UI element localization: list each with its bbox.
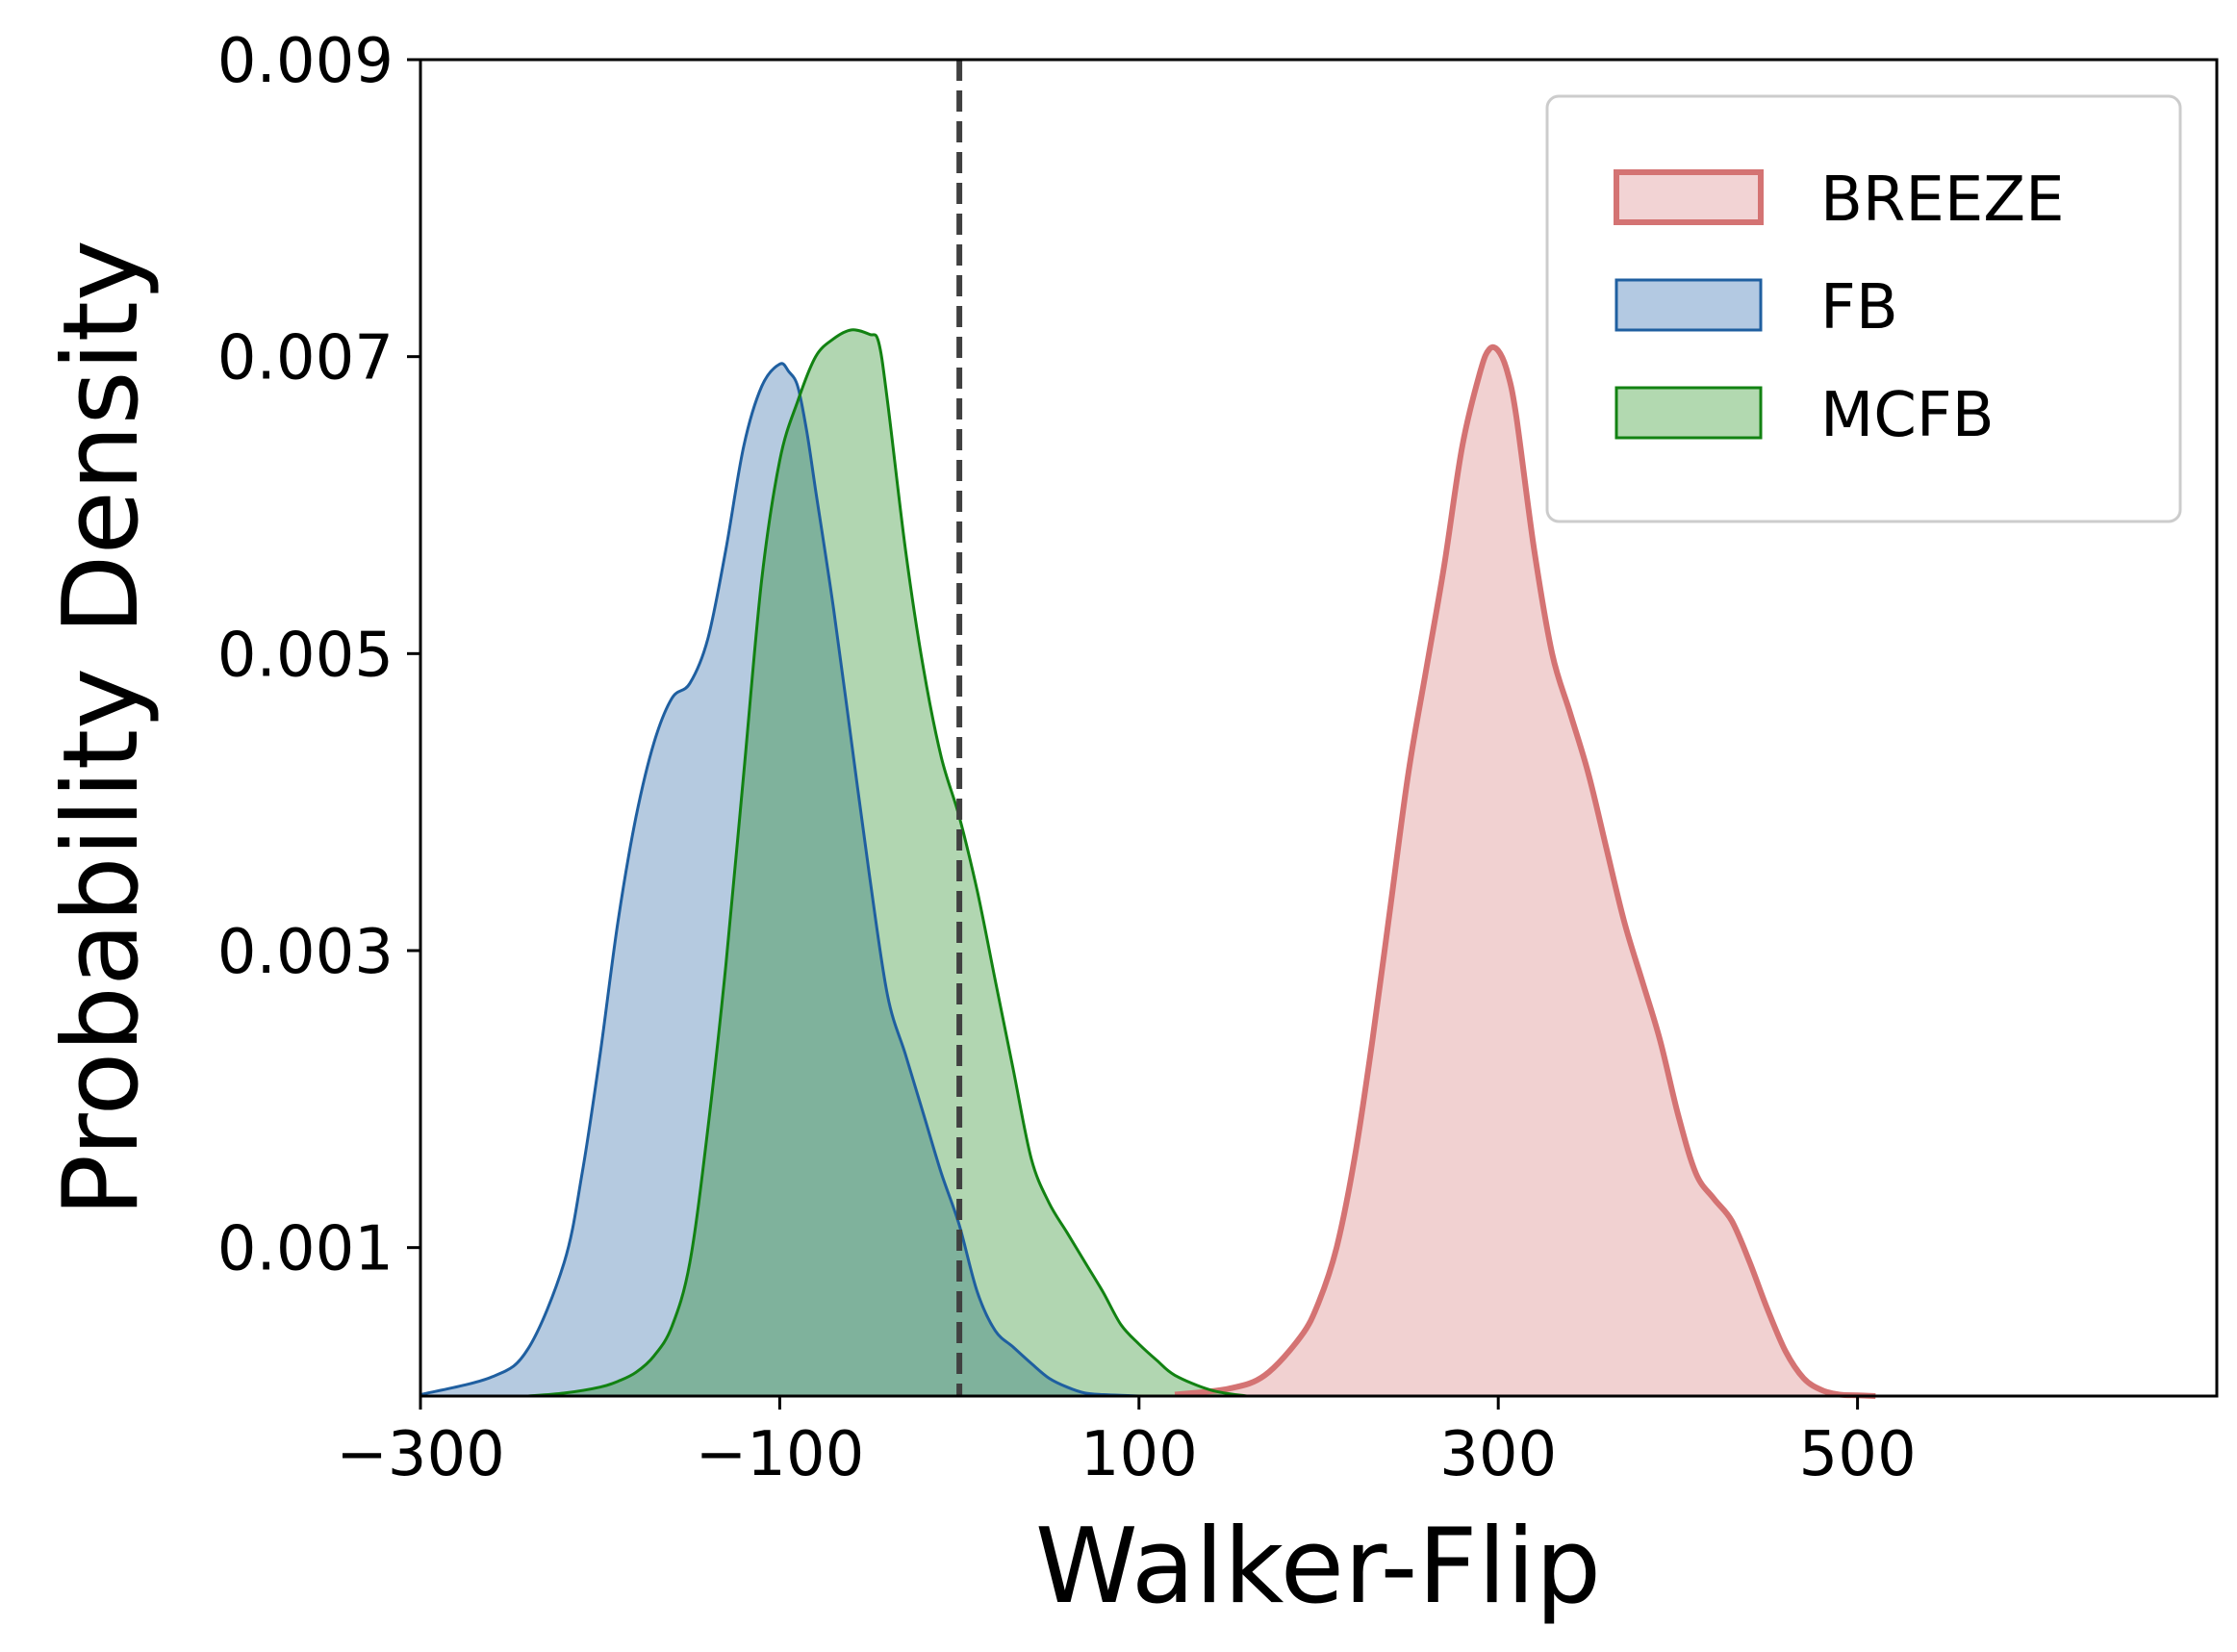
fb-line — [419, 362, 1139, 1398]
fb-area — [420, 363, 1139, 1396]
x-axis: −300 −100 100 300 500 — [336, 1396, 1917, 1490]
legend-swatch-breeze — [1614, 169, 1764, 225]
y-tick-label: 0.003 — [217, 917, 394, 988]
mcfb-line — [527, 328, 1248, 1398]
y-axis: 0.001 0.003 0.005 0.007 0.009 — [217, 26, 420, 1285]
legend-swatch-fb — [1614, 278, 1763, 332]
y-tick-label: 0.001 — [217, 1214, 394, 1285]
legend: BREEZE FB MCFB — [1545, 94, 2182, 523]
x-tick-label: −300 — [336, 1419, 505, 1490]
x-tick-label: 500 — [1799, 1419, 1917, 1490]
legend-label-mcfb: MCFB — [1820, 380, 1995, 451]
x-tick-label: −100 — [696, 1419, 865, 1490]
legend-label-fb: FB — [1820, 272, 1898, 343]
legend-label-breeze: BREEZE — [1820, 165, 2065, 236]
breeze-line — [1174, 343, 1876, 1399]
breeze-area — [1175, 346, 1876, 1397]
x-tick-label: 100 — [1080, 1419, 1198, 1490]
y-tick-label: 0.007 — [217, 323, 394, 394]
x-tick-label: 300 — [1439, 1419, 1557, 1490]
y-axis-title: Probability Density — [41, 240, 162, 1217]
x-axis-title: Walker-Flip — [1035, 1507, 1601, 1627]
y-tick-label: 0.005 — [217, 620, 394, 691]
legend-swatch-mcfb — [1614, 386, 1763, 440]
y-tick-label: 0.009 — [217, 26, 394, 97]
plot-frame — [419, 58, 2219, 1398]
density-areas — [419, 328, 1876, 1399]
